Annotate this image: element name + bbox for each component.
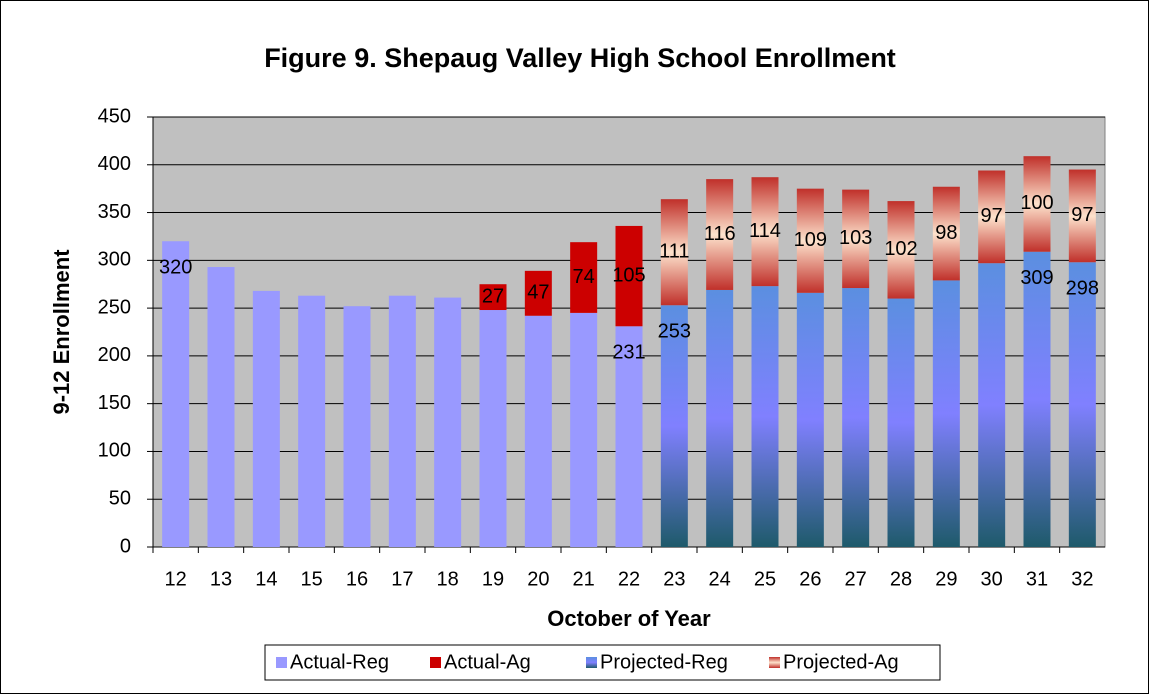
bar-segment bbox=[298, 295, 326, 547]
data-label: 97 bbox=[1071, 204, 1093, 226]
legend bbox=[264, 644, 941, 681]
data-label: 98 bbox=[935, 222, 957, 244]
x-tick-label: 24 bbox=[709, 568, 731, 590]
bar-segment bbox=[887, 201, 915, 299]
x-tick-label: 16 bbox=[346, 568, 368, 590]
bar-segment bbox=[978, 263, 1006, 547]
bar-segment bbox=[1023, 156, 1051, 252]
y-tick-label: 250 bbox=[98, 296, 131, 318]
chart-title: Figure 9. Shepaug Valley High School Enr… bbox=[264, 43, 896, 73]
x-tick-label: 13 bbox=[210, 568, 232, 590]
x-tick-label: 22 bbox=[618, 568, 640, 590]
data-label: 253 bbox=[658, 321, 691, 343]
y-tick-label: 200 bbox=[98, 344, 131, 366]
bar-segment bbox=[842, 189, 870, 289]
y-tick-label: 300 bbox=[98, 249, 131, 271]
bar-segment bbox=[842, 288, 870, 547]
data-label: 320 bbox=[159, 257, 192, 279]
legend-label: Actual-Ag bbox=[444, 651, 531, 673]
bar-segment bbox=[524, 270, 552, 316]
bar-segment bbox=[343, 306, 371, 547]
y-tick-label: 100 bbox=[98, 440, 131, 462]
x-axis-title: October of Year bbox=[547, 606, 711, 631]
bar-segment bbox=[751, 286, 779, 547]
bar-segment bbox=[615, 225, 643, 327]
bar-segment bbox=[751, 177, 779, 287]
bar-segment bbox=[660, 199, 688, 306]
x-tick-label: 21 bbox=[573, 568, 595, 590]
bar-segment bbox=[796, 188, 824, 293]
data-label: 47 bbox=[527, 282, 549, 304]
legend-label: Actual-Reg bbox=[290, 651, 389, 673]
data-label: 231 bbox=[612, 342, 645, 364]
bar-segment bbox=[1023, 251, 1051, 547]
y-tick-label: 350 bbox=[98, 201, 131, 223]
bar-segment bbox=[252, 290, 280, 547]
x-tick-label: 15 bbox=[301, 568, 323, 590]
x-tick-label: 19 bbox=[482, 568, 504, 590]
legend-swatch bbox=[586, 657, 597, 668]
bar-segment bbox=[932, 280, 960, 547]
bar-segment bbox=[706, 289, 734, 547]
data-label: 116 bbox=[704, 223, 736, 245]
data-label: 27 bbox=[482, 285, 504, 307]
legend-swatch bbox=[276, 657, 287, 668]
data-label: 102 bbox=[884, 238, 917, 260]
bar-segment bbox=[388, 295, 416, 547]
data-label: 105 bbox=[612, 264, 645, 286]
x-tick-label: 20 bbox=[527, 568, 549, 590]
x-tick-label: 28 bbox=[890, 568, 912, 590]
x-tick-label: 31 bbox=[1026, 568, 1048, 590]
bar-segment bbox=[162, 241, 190, 547]
bar-segment bbox=[706, 179, 734, 290]
bar-segment bbox=[479, 284, 507, 311]
bar-segment bbox=[615, 326, 643, 547]
x-tick-label: 27 bbox=[845, 568, 867, 590]
bar-segment bbox=[570, 312, 598, 547]
data-label: 74 bbox=[573, 266, 595, 288]
data-label: 111 bbox=[659, 240, 689, 262]
bar-segment bbox=[524, 315, 552, 547]
bar-segment bbox=[660, 305, 688, 547]
legend-label: Projected-Reg bbox=[600, 651, 728, 673]
bar-segment bbox=[887, 298, 915, 547]
x-tick-label: 14 bbox=[255, 568, 277, 590]
y-tick-label: 150 bbox=[98, 392, 131, 414]
x-tick-label: 30 bbox=[981, 568, 1003, 590]
y-tick-label: 0 bbox=[120, 535, 131, 557]
bar-segment bbox=[978, 170, 1006, 264]
bar-segment bbox=[1068, 262, 1096, 547]
y-tick-label: 400 bbox=[98, 153, 131, 175]
data-label: 97 bbox=[981, 205, 1003, 227]
bar-segment bbox=[434, 297, 462, 547]
legend-swatch bbox=[769, 657, 780, 668]
x-tick-label: 18 bbox=[437, 568, 459, 590]
bar-segment bbox=[796, 292, 824, 547]
data-label: 114 bbox=[749, 220, 781, 242]
x-tick-label: 29 bbox=[935, 568, 957, 590]
y-tick-label: 450 bbox=[98, 105, 131, 127]
x-tick-label: 32 bbox=[1071, 568, 1093, 590]
x-tick-label: 26 bbox=[799, 568, 821, 590]
data-label: 309 bbox=[1020, 267, 1053, 289]
bar-segment bbox=[1068, 169, 1096, 263]
bar-segment bbox=[570, 242, 598, 313]
bar-segment bbox=[479, 310, 507, 547]
y-tick-label: 50 bbox=[109, 488, 131, 510]
data-label: 298 bbox=[1066, 278, 1099, 300]
x-tick-label: 23 bbox=[663, 568, 685, 590]
data-label: 100 bbox=[1020, 192, 1053, 214]
legend-swatch bbox=[430, 657, 441, 668]
x-tick-label: 12 bbox=[165, 568, 187, 590]
data-label: 103 bbox=[839, 227, 872, 249]
bar-segment bbox=[932, 186, 960, 281]
x-tick-label: 25 bbox=[754, 568, 776, 590]
data-label: 109 bbox=[794, 229, 827, 251]
y-axis-title: 9-12 Enrollment bbox=[49, 249, 74, 415]
legend-label: Projected-Ag bbox=[783, 651, 899, 673]
x-tick-label: 17 bbox=[391, 568, 413, 590]
bar-segment bbox=[207, 267, 235, 547]
